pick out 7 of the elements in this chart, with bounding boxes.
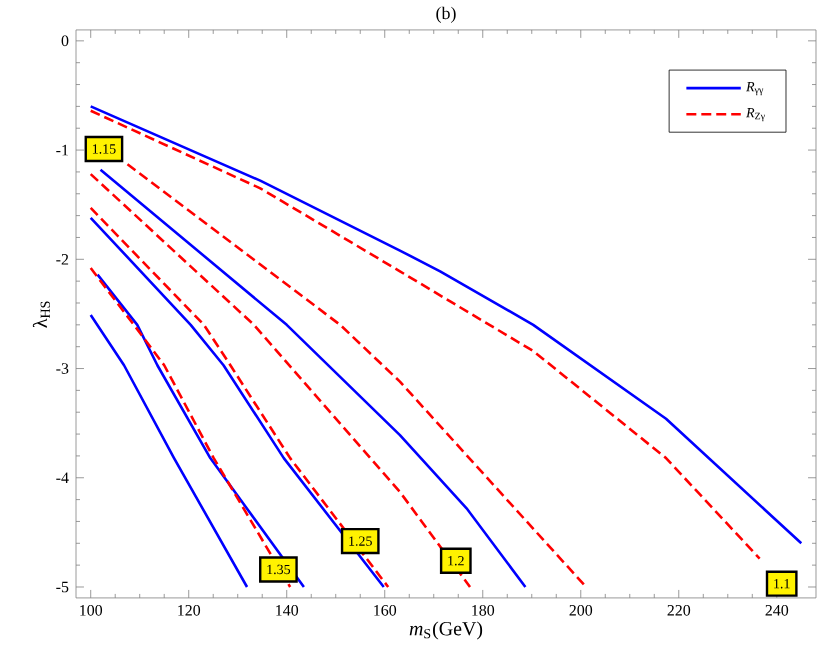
line-series [89, 313, 249, 589]
line-series [89, 172, 472, 589]
y-axis-title: λ$_{HS}$ [32, 301, 50, 328]
x-axis-title: m$_{S}$(GeV) [409, 621, 483, 640]
line-series [99, 168, 527, 589]
chart-title: (b) [436, 6, 456, 23]
line-series [126, 163, 588, 589]
